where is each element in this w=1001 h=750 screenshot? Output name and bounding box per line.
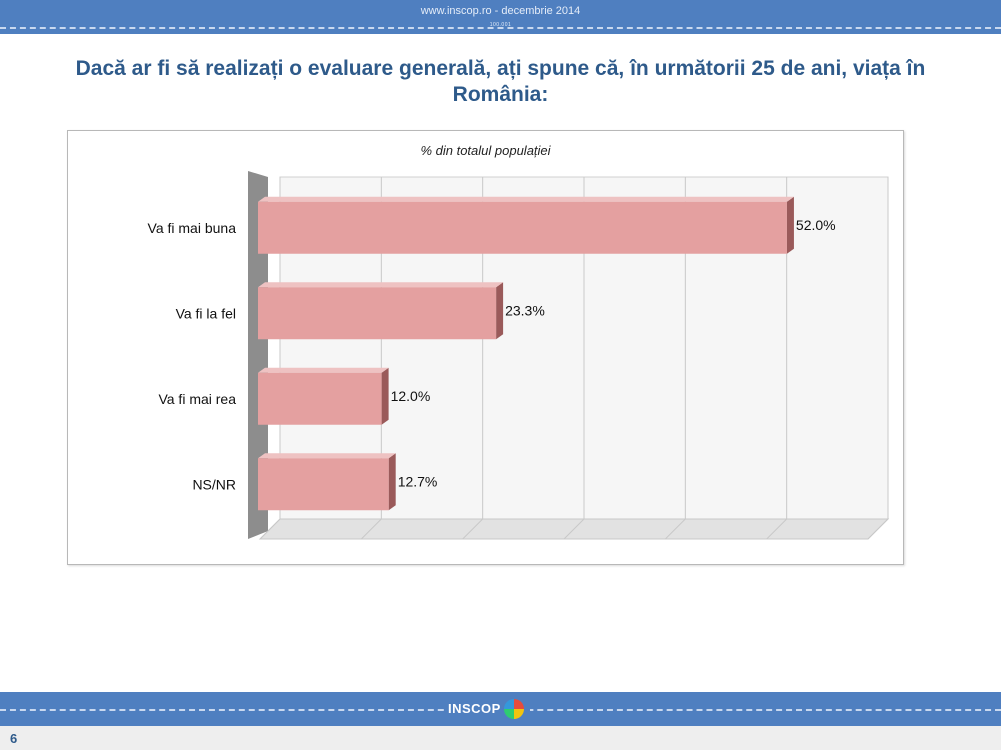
gridline-floor <box>563 518 585 540</box>
bar-side <box>388 453 396 511</box>
slide-title: Dacă ar fi să realizați o evaluare gener… <box>75 57 926 106</box>
gridline-floor <box>766 518 788 540</box>
value-label: 23.3% <box>505 302 545 318</box>
chart-subtitle: % din totalul populației <box>420 143 551 158</box>
gridline-floor <box>664 518 686 540</box>
bar <box>258 201 787 254</box>
header-sub-text: 100.001 <box>489 22 512 28</box>
header-dash-line <box>0 27 1001 29</box>
gridline-floor <box>867 518 889 540</box>
bar-side <box>786 196 794 254</box>
bar <box>258 458 389 511</box>
bar-top <box>258 367 389 373</box>
gridline-floor <box>360 518 382 540</box>
category-label: Va fi la fel <box>176 305 236 321</box>
bar <box>258 287 497 340</box>
header-bar: www.inscop.ro - decembrie 2014 100.001 <box>0 0 1001 34</box>
category-label: Va fi mai buna <box>148 220 237 236</box>
bar-side <box>496 282 504 340</box>
header-url-date: www.inscop.ro - decembrie 2014 <box>420 5 581 17</box>
value-label: 12.7% <box>398 473 438 489</box>
gridline-floor <box>259 518 281 540</box>
gridline-floor <box>462 518 484 540</box>
category-label: NS/NR <box>192 476 236 492</box>
bar-top <box>258 282 504 288</box>
bar-top <box>258 196 794 202</box>
bar-side <box>381 367 389 425</box>
value-label: 12.0% <box>391 388 431 404</box>
footer-bar: INSCOP <box>0 692 1001 726</box>
bar <box>258 372 382 425</box>
category-label: Va fi mai rea <box>158 391 236 407</box>
page-number: 6 <box>10 731 18 746</box>
bar-chart: Va fi mai buna 52.0% Va fi la fel 23.3% Va f… <box>148 171 890 540</box>
bar-top <box>258 453 396 459</box>
footer-strip: 6 <box>0 726 1001 750</box>
inscop-logo: INSCOP <box>444 696 530 722</box>
chart-side-wall <box>248 171 268 539</box>
logo-circle-icon <box>504 699 524 719</box>
chart-frame: % din totalul populației Va fi mai buna 5… <box>67 130 904 565</box>
value-label: 52.0% <box>796 217 836 233</box>
logo-text: INSCOP <box>448 701 501 716</box>
